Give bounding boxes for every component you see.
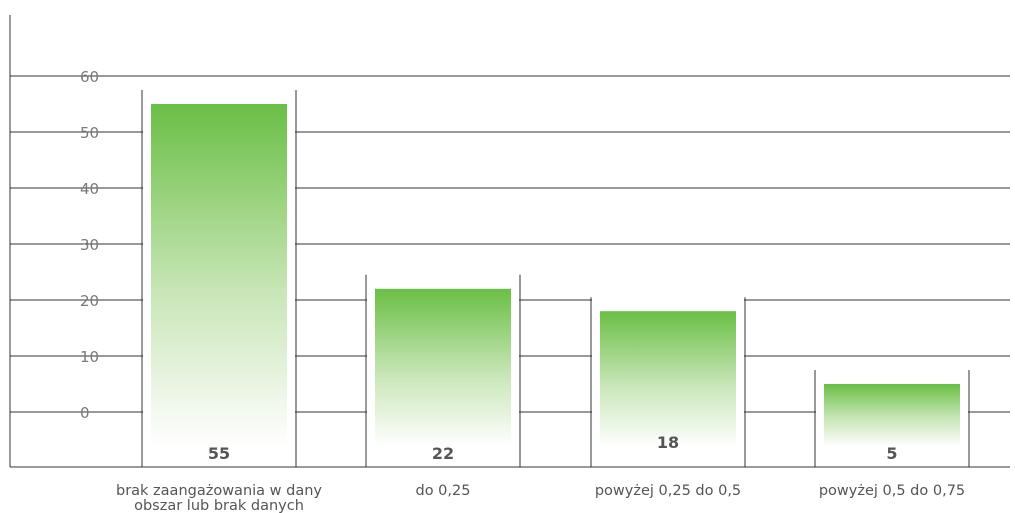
y-tick-labels: 0 10 20 30 40 50 60 [80,68,99,422]
data-label: 18 [657,433,679,452]
data-labels: 55 22 18 5 [208,433,898,463]
category-label: powyżej 0,5 do 0,75 [819,483,965,499]
category-label: powyżej 0,25 do 0,5 [595,483,741,499]
bar [375,288,511,447]
data-label: 22 [432,444,454,463]
category-label: do 0,25 [416,483,471,499]
bars [143,90,968,467]
category-label: obszar lub brak danych [134,498,304,513]
y-tick-label: 50 [80,124,99,142]
y-tick-label: 60 [80,68,99,86]
y-tick-label: 40 [80,180,99,198]
y-tick-label: 30 [80,236,99,254]
bar [151,104,287,447]
data-label: 55 [208,444,230,463]
category-label: brak zaangażowania w dany [116,483,322,499]
y-tick-label: 20 [80,292,99,310]
y-tick-label: 0 [80,404,90,422]
data-label: 5 [886,444,897,463]
axes [9,15,1010,468]
y-tick-label: 10 [80,348,99,366]
bar [824,384,960,447]
bar [600,311,736,447]
